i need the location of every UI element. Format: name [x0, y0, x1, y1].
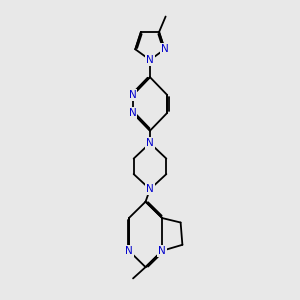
Text: N: N — [146, 55, 154, 65]
Text: N: N — [146, 138, 154, 148]
Text: N: N — [125, 246, 133, 256]
Text: N: N — [161, 44, 169, 54]
Text: N: N — [146, 184, 154, 194]
Text: N: N — [158, 246, 166, 256]
Text: N: N — [129, 90, 136, 100]
Text: N: N — [129, 108, 136, 118]
